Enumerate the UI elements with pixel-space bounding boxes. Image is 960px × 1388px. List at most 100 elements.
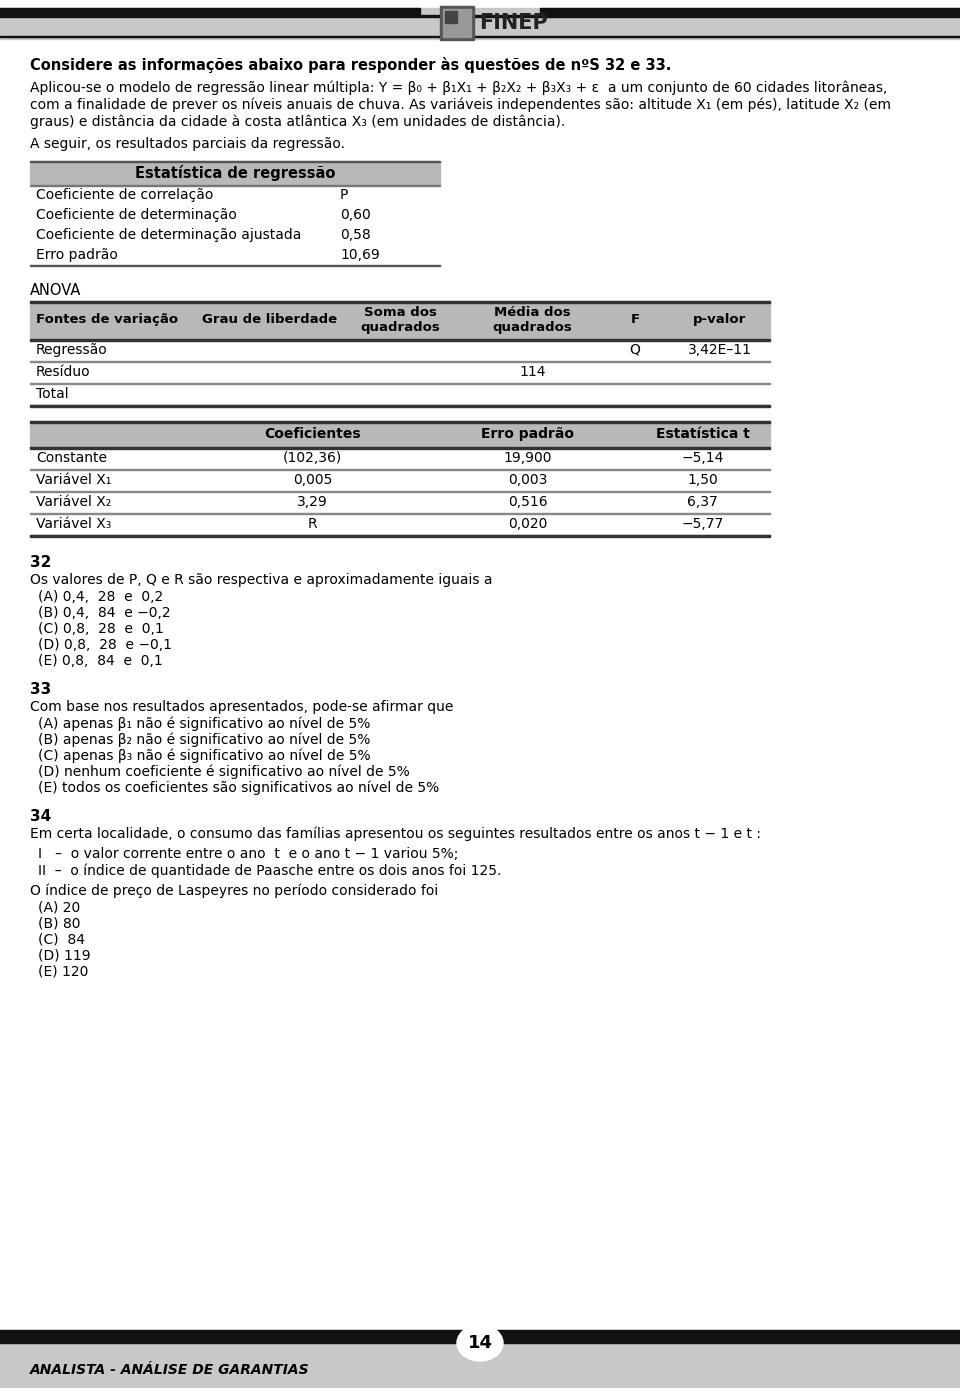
Text: Média dos
quadrados: Média dos quadrados bbox=[492, 305, 572, 333]
Text: p-valor: p-valor bbox=[693, 314, 747, 326]
Bar bbox=[30, 161, 440, 162]
Text: 10,69: 10,69 bbox=[340, 247, 380, 261]
Text: 0,020: 0,020 bbox=[508, 516, 547, 530]
Text: Considere as informações abaixo para responder às questões de nºS 32 e 33.: Considere as informações abaixo para res… bbox=[30, 57, 671, 72]
Text: (B) apenas β₂ não é significativo ao nível de 5%: (B) apenas β₂ não é significativo ao nív… bbox=[38, 733, 371, 747]
Bar bbox=[30, 225, 440, 244]
Bar bbox=[0, 8, 960, 39]
Text: (B) 0,4,  84  e −0,2: (B) 0,4, 84 e −0,2 bbox=[38, 605, 171, 619]
Text: 1,50: 1,50 bbox=[687, 472, 718, 487]
Text: 3,42E–11: 3,42E–11 bbox=[688, 343, 752, 357]
Text: (A) 20: (A) 20 bbox=[38, 901, 81, 915]
Text: (E) todos os coeficientes são significativos ao nível de 5%: (E) todos os coeficientes são significat… bbox=[38, 780, 440, 795]
Bar bbox=[30, 300, 770, 303]
Text: (D) nenhum coeficiente é significativo ao nível de 5%: (D) nenhum coeficiente é significativo a… bbox=[38, 765, 410, 779]
Text: ANALISTA - ANÁLISE DE GARANTIAS: ANALISTA - ANÁLISE DE GARANTIAS bbox=[30, 1363, 310, 1377]
Text: Coeficiente de determinação: Coeficiente de determinação bbox=[36, 207, 237, 222]
Text: 19,900: 19,900 bbox=[503, 451, 552, 465]
Bar bbox=[30, 490, 770, 512]
Text: (B) 80: (B) 80 bbox=[38, 916, 81, 930]
Text: Estatística de regressão: Estatística de regressão bbox=[134, 165, 335, 180]
Text: Resíduo: Resíduo bbox=[36, 365, 90, 379]
Text: graus) e distância da cidade à costa atlântica X₃ (em unidades de distância).: graus) e distância da cidade à costa atl… bbox=[30, 114, 565, 129]
Bar bbox=[0, 8, 420, 15]
Bar bbox=[30, 204, 440, 225]
Bar bbox=[30, 361, 770, 383]
Text: (E) 120: (E) 120 bbox=[38, 965, 88, 979]
Bar bbox=[440, 6, 474, 40]
Text: F: F bbox=[631, 314, 639, 326]
Bar bbox=[0, 36, 960, 37]
Text: Erro padrão: Erro padrão bbox=[481, 426, 574, 440]
Bar bbox=[30, 339, 770, 361]
Bar bbox=[540, 8, 960, 15]
Text: Erro padrão: Erro padrão bbox=[36, 247, 118, 261]
Text: (C)  84: (C) 84 bbox=[38, 933, 85, 947]
Text: (A) 0,4,  28  e  0,2: (A) 0,4, 28 e 0,2 bbox=[38, 590, 163, 604]
Text: Coeficiente de correlação: Coeficiente de correlação bbox=[36, 187, 213, 201]
Text: (C) apenas β₃ não é significativo ao nível de 5%: (C) apenas β₃ não é significativo ao nív… bbox=[38, 748, 371, 763]
Text: 114: 114 bbox=[519, 365, 545, 379]
Text: 3,29: 3,29 bbox=[298, 494, 328, 508]
Text: (C) 0,8,  28  e  0,1: (C) 0,8, 28 e 0,1 bbox=[38, 622, 164, 636]
Text: Os valores de P, Q e R são respectiva e aproximadamente iguais a: Os valores de P, Q e R são respectiva e … bbox=[30, 572, 492, 587]
Text: Variável X₁: Variável X₁ bbox=[36, 472, 111, 487]
Text: 0,005: 0,005 bbox=[293, 472, 332, 487]
Bar bbox=[0, 1332, 960, 1341]
Bar bbox=[30, 447, 770, 448]
Text: Variável X₃: Variável X₃ bbox=[36, 516, 111, 530]
Text: Soma dos
quadrados: Soma dos quadrados bbox=[360, 305, 440, 333]
Bar bbox=[30, 421, 770, 447]
Text: ANOVA: ANOVA bbox=[30, 283, 82, 297]
Bar bbox=[30, 404, 770, 407]
Bar bbox=[0, 1341, 960, 1344]
Text: 0,003: 0,003 bbox=[508, 472, 547, 487]
Text: 14: 14 bbox=[468, 1334, 492, 1352]
Text: 0,60: 0,60 bbox=[340, 207, 371, 222]
Text: −5,14: −5,14 bbox=[682, 451, 724, 465]
Text: Com base nos resultados apresentados, pode-se afirmar que: Com base nos resultados apresentados, po… bbox=[30, 700, 453, 713]
Text: (E) 0,8,  84  e  0,1: (E) 0,8, 84 e 0,1 bbox=[38, 654, 163, 668]
Bar bbox=[30, 512, 770, 534]
Bar bbox=[443, 8, 471, 37]
Text: Q: Q bbox=[630, 343, 640, 357]
Bar bbox=[30, 447, 770, 469]
Bar bbox=[30, 300, 770, 339]
Text: (A) apenas β₁ não é significativo ao nível de 5%: (A) apenas β₁ não é significativo ao nív… bbox=[38, 716, 371, 731]
Text: FINEP: FINEP bbox=[479, 12, 548, 33]
Text: R: R bbox=[308, 516, 318, 530]
Bar bbox=[0, 1330, 960, 1388]
Text: 32: 32 bbox=[30, 554, 52, 569]
Text: (102,36): (102,36) bbox=[283, 451, 342, 465]
Text: Coeficiente de determinação ajustada: Coeficiente de determinação ajustada bbox=[36, 228, 301, 242]
Text: −5,77: −5,77 bbox=[682, 516, 724, 530]
Text: 6,37: 6,37 bbox=[687, 494, 718, 508]
Bar bbox=[445, 11, 457, 24]
Text: (D) 0,8,  28  e −0,1: (D) 0,8, 28 e −0,1 bbox=[38, 637, 172, 651]
Text: 0,516: 0,516 bbox=[508, 494, 547, 508]
Text: II  –  o índice de quantidade de Paasche entre os dois anos foi 125.: II – o índice de quantidade de Paasche e… bbox=[38, 863, 501, 879]
Text: (D) 119: (D) 119 bbox=[38, 948, 90, 962]
Text: A seguir, os resultados parciais da regressão.: A seguir, os resultados parciais da regr… bbox=[30, 136, 345, 150]
Text: Fontes de variação: Fontes de variação bbox=[36, 314, 179, 326]
Bar bbox=[30, 383, 770, 404]
Text: Aplicou-se o modelo de regressão linear múltipla: Y = β₀ + β₁X₁ + β₂X₂ + β₃X₃ + : Aplicou-se o modelo de regressão linear … bbox=[30, 81, 887, 94]
Text: Estatística t: Estatística t bbox=[656, 426, 750, 440]
Text: 33: 33 bbox=[30, 682, 51, 697]
Text: I   –  o valor corrente entre o ano  t  e o ano t − 1 variou 5%;: I – o valor corrente entre o ano t e o a… bbox=[38, 847, 458, 861]
Ellipse shape bbox=[457, 1326, 503, 1362]
Text: Regressão: Regressão bbox=[36, 343, 108, 357]
Text: com a finalidade de prever os níveis anuais de chuva. As variáveis independentes: com a finalidade de prever os níveis anu… bbox=[30, 97, 891, 112]
Bar bbox=[30, 534, 770, 537]
Text: 34: 34 bbox=[30, 808, 51, 823]
Text: Em certa localidade, o consumo das famílias apresentou os seguintes resultados e: Em certa localidade, o consumo das famíl… bbox=[30, 826, 761, 841]
Text: Variável X₂: Variável X₂ bbox=[36, 494, 111, 508]
Bar bbox=[30, 265, 440, 266]
Bar bbox=[30, 469, 770, 490]
Text: O índice de preço de Laspeyres no período considerado foi: O índice de preço de Laspeyres no períod… bbox=[30, 884, 439, 898]
Bar bbox=[30, 339, 770, 340]
Text: P: P bbox=[340, 187, 348, 201]
Bar bbox=[0, 15, 960, 17]
Text: Coeficientes: Coeficientes bbox=[264, 426, 361, 440]
Text: Constante: Constante bbox=[36, 451, 107, 465]
